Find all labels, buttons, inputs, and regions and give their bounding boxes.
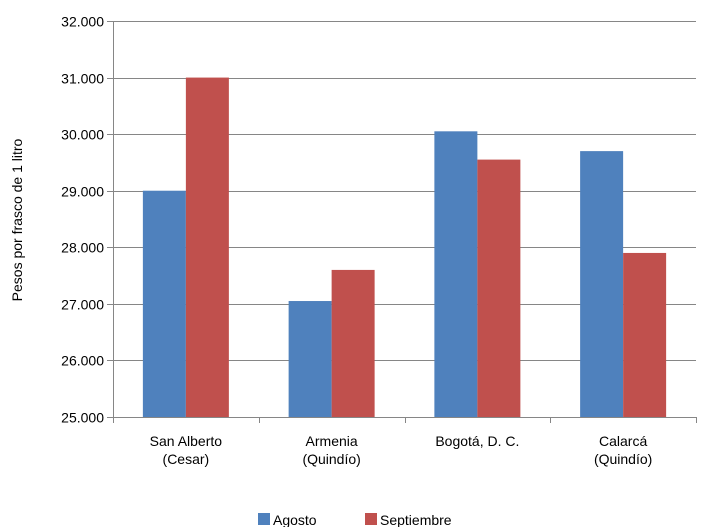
bar-septiembre-3 [623, 252, 667, 417]
y-tick-label: 30.000 [61, 127, 104, 143]
bars [142, 77, 667, 418]
x-tick-label: (Quindío) [594, 451, 652, 467]
y-tick-label: 27.000 [61, 297, 104, 313]
y-axis-label: Pesos por frasco de 1 litro [9, 138, 25, 301]
y-tick-label: 31.000 [61, 71, 104, 87]
legend-label-septiembre: Septiembre [380, 512, 452, 527]
x-tick-label: (Cesar) [163, 451, 210, 467]
y-tick-labels: 25.000 26.000 27.000 28.000 29.000 30.000 31.0… [61, 14, 104, 426]
bar-agosto-0 [142, 190, 186, 417]
x-tick-labels: San Alberto (Cesar) Armenia (Quindío) Bogotá… [150, 433, 653, 467]
y-tick-label: 32.000 [61, 14, 104, 30]
bar-septiembre-0 [185, 77, 229, 418]
x-tick-label: (Quindío) [302, 451, 360, 467]
bar-septiembre-1 [331, 269, 375, 417]
x-tick-label: Bogotá, D. C. [435, 433, 519, 449]
legend-swatch-septiembre [365, 513, 377, 525]
bar-agosto-1 [288, 301, 332, 417]
x-tick-label: Armenia [306, 433, 358, 449]
legend: Agosto Septiembre [258, 512, 452, 527]
y-tick-label: 28.000 [61, 240, 104, 256]
legend-label-agosto: Agosto [273, 512, 317, 527]
axes [107, 21, 697, 423]
y-tick-label: 26.000 [61, 353, 104, 369]
bar-septiembre-2 [477, 159, 521, 417]
bar-agosto-2 [434, 131, 478, 418]
legend-swatch-agosto [258, 513, 270, 525]
x-tick-label: San Alberto [150, 433, 223, 449]
y-tick-label: 29.000 [61, 184, 104, 200]
y-tick-label: 25.000 [61, 410, 104, 426]
bar-agosto-3 [580, 151, 624, 417]
x-tick-label: Calarcá [599, 433, 647, 449]
